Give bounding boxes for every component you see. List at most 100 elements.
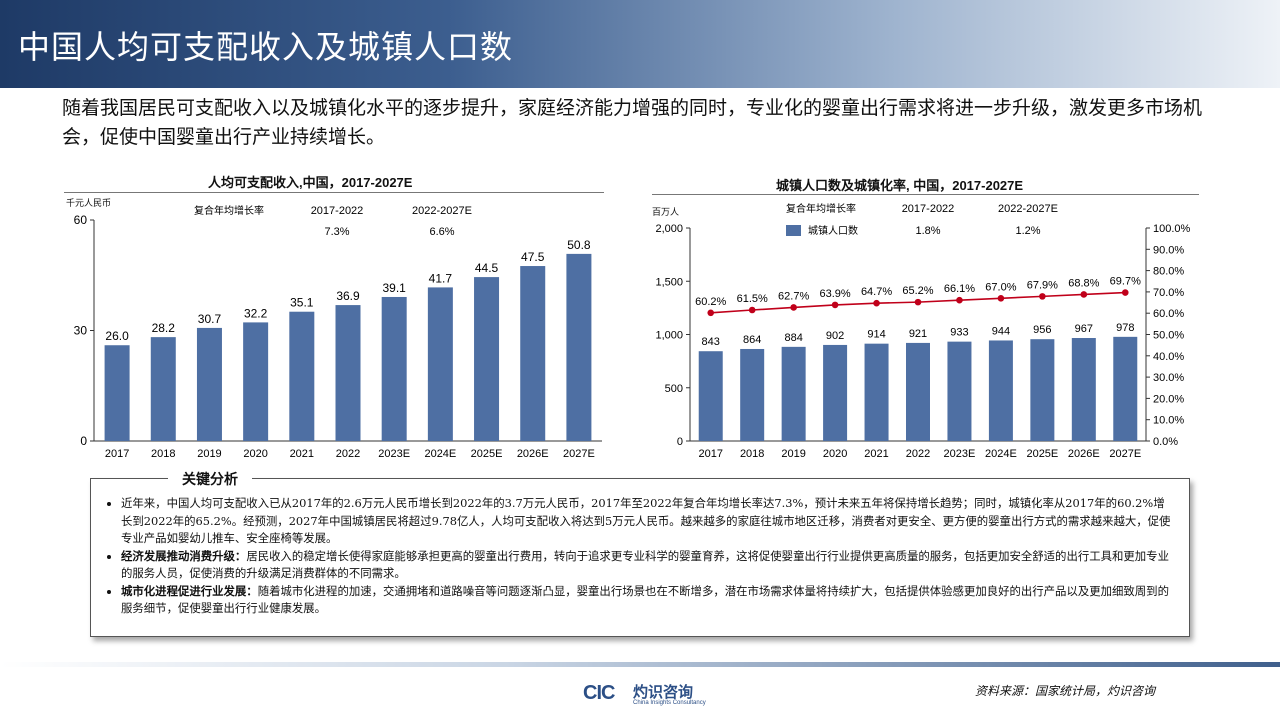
chart2-right-tick-label: 70.0% <box>1153 287 1184 299</box>
chart1-cagr-period: 2017-2022 <box>311 205 364 217</box>
chart1-bar <box>104 345 130 441</box>
logo-name-en: China Insights Consultancy <box>633 700 706 706</box>
chart1-unit-label: 千元人民币 <box>66 198 111 208</box>
urban-population-chart: 百万人 0 500 1,000 1,500 2,000 0.0% 10.0% 20.0% 30.0… <box>652 202 1191 460</box>
chart1-bar <box>289 311 315 441</box>
chart1-bar-value-label: 30.7 <box>198 312 222 326</box>
chart2-legend-label: 城镇人口数 <box>808 224 858 237</box>
chart2-right-tick-label: 100.0% <box>1153 223 1191 235</box>
chart1-cagr-period: 2022-2027E <box>412 205 472 217</box>
chart1-cagr-label: 复合年均增长率 <box>194 204 264 217</box>
chart1-bar <box>566 253 592 441</box>
intro-text: 随着我国居民可支配收入以及城镇化水平的逐步提升，家庭经济能力增强的同时，专业化的… <box>62 97 1203 148</box>
chart2-x-tick-label: 2026E <box>1068 448 1100 460</box>
chart1-bar <box>196 327 222 441</box>
chart2-rate-label: 63.9% <box>819 288 850 300</box>
page-title: 中国人均可支配收入及城镇人口数 <box>18 28 514 66</box>
chart2-rate-label: 69.7% <box>1110 276 1141 288</box>
chart2-rate-label: 60.2% <box>695 296 726 308</box>
chart2-bar-value-label: 884 <box>784 332 802 344</box>
chart1-bar <box>427 287 453 441</box>
chart1-bar <box>381 296 407 441</box>
chart2-x-tick-label: 2021 <box>864 448 888 460</box>
chart2-right-tick-label: 40.0% <box>1153 351 1184 363</box>
chart1-bar-value-label: 50.8 <box>567 238 591 252</box>
chart2-rate-label: 67.0% <box>985 281 1016 293</box>
chart2-rate-point <box>1039 293 1046 300</box>
chart2-cagr-value: 1.2% <box>1015 225 1040 237</box>
chart2-legend-swatch <box>786 225 801 236</box>
chart2-bar-value-label: 956 <box>1033 324 1051 336</box>
chart1-bar-value-label: 41.7 <box>429 271 453 285</box>
chart2-bar <box>1071 338 1096 441</box>
chart2-right-tick-label: 20.0% <box>1153 393 1184 405</box>
chart2-bar <box>988 340 1013 441</box>
source-note: 资料来源：国家统计局，灼识咨询 <box>975 684 1156 698</box>
chart2-x-tick-label: 2023E <box>944 448 976 460</box>
chart2-rate-label: 66.1% <box>944 283 975 295</box>
chart2-bar <box>698 351 723 441</box>
chart2-bar-value-label: 978 <box>1116 322 1134 334</box>
analysis-point-2: 经济发展推动消费升级：居民收入的稳定增长使得家庭能够承担更高的婴童出行费用，转向… <box>121 548 1175 583</box>
chart2-rate-label: 68.8% <box>1068 277 1099 289</box>
analysis-title: 关键分析 <box>168 469 252 489</box>
chart2-bar-value-label: 914 <box>867 329 885 341</box>
chart1-cagr-value: 6.6% <box>429 226 454 238</box>
chart1-x-tick-label: 2023E <box>378 448 410 460</box>
chart2-right-tick-label: 50.0% <box>1153 330 1184 342</box>
chart1-x-tick-label: 2019 <box>197 448 221 460</box>
chart2-rate-point <box>748 306 756 314</box>
chart1-bar-value-label: 28.2 <box>152 321 176 335</box>
title-bar: 中国人均可支配收入及城镇人口数 <box>0 0 1280 88</box>
chart2-left-tick-label: 1,500 <box>655 276 683 288</box>
chart2-right-tick-label: 60.0% <box>1153 308 1184 320</box>
chart2-left-tick-label: 1,000 <box>655 330 683 342</box>
chart2-right-tick-label: 90.0% <box>1153 244 1184 256</box>
chart2-x-tick-label: 2017 <box>698 448 722 460</box>
chart2-rate-point <box>831 301 839 309</box>
chart1-bar <box>150 337 176 441</box>
chart2-bar <box>781 346 806 441</box>
chart2-bar <box>1030 339 1055 441</box>
chart1-x-tick-label: 2022 <box>336 448 360 460</box>
chart2-rate-label: 67.9% <box>1027 279 1058 291</box>
chart2-right-tick-label: 0.0% <box>1153 436 1178 448</box>
chart2-bar <box>906 342 930 441</box>
chart1-x-tick-label: 2021 <box>290 448 314 460</box>
chart1-y-tick-label: 30 <box>74 324 88 338</box>
chart1-bar <box>474 277 500 441</box>
analysis-point-1: 近年来，中国人均可支配收入已从2017年的2.6万元人民币增长到2022年的3.… <box>121 495 1175 548</box>
chart2-rate-label: 62.7% <box>778 290 809 302</box>
chart2-bar-value-label: 944 <box>992 325 1010 337</box>
chart1-bar <box>335 305 361 441</box>
chart2-x-tick-label: 2020 <box>823 448 847 460</box>
chart1-bar-value-label: 26.0 <box>105 329 129 343</box>
chart2-cagr-period: 2022-2027E <box>998 203 1058 215</box>
chart1-bar-value-label: 39.1 <box>383 281 407 295</box>
chart2-bar-value-label: 933 <box>950 327 968 339</box>
chart1-y-tick-label: 0 <box>80 434 87 448</box>
analysis-point-2-head: 经济发展推动消费升级： <box>121 548 247 563</box>
chart2-bar <box>864 343 889 441</box>
chart2-rate-point <box>956 296 963 304</box>
chart1-x-tick-label: 2020 <box>243 448 267 460</box>
chart2-x-tick-label: 2019 <box>781 448 805 460</box>
chart1-bar-value-label: 32.2 <box>244 306 268 320</box>
chart2-rate-label: 65.2% <box>902 285 933 297</box>
chart2-x-tick-label: 2022 <box>906 448 930 460</box>
analysis-point-2-body: 居民收入的稳定增长使得家庭能够承担更高的婴童出行费用，转向于追求更专业科学的婴童… <box>121 548 1169 581</box>
chart2-rate-point <box>790 304 797 311</box>
logo-name-cn: 灼识咨询 <box>633 683 694 701</box>
chart2-rate-label: 64.7% <box>861 286 892 298</box>
chart2-rate-label: 61.5% <box>737 293 768 305</box>
chart2-bar-value-label: 843 <box>702 336 720 348</box>
chart2-rate-point <box>997 294 1005 302</box>
chart2-bar-value-label: 902 <box>826 330 844 342</box>
chart1-bar-value-label: 44.5 <box>475 261 499 275</box>
chart2-right-tick-label: 30.0% <box>1153 372 1184 384</box>
analysis-point-3-head: 城市化进程促进行业发展： <box>121 583 258 598</box>
chart1-title: 人均可支配收入,中国，2017-2027E <box>208 175 413 190</box>
chart2-x-tick-label: 2018 <box>740 448 764 460</box>
company-logo: CIC 灼识咨询 China Insights Consultancy <box>583 680 723 710</box>
analysis-point-3: 城市化进程促进行业发展：随着城市化进程的加速，交通拥堵和道路噪音等问题逐渐凸显，… <box>121 583 1175 618</box>
